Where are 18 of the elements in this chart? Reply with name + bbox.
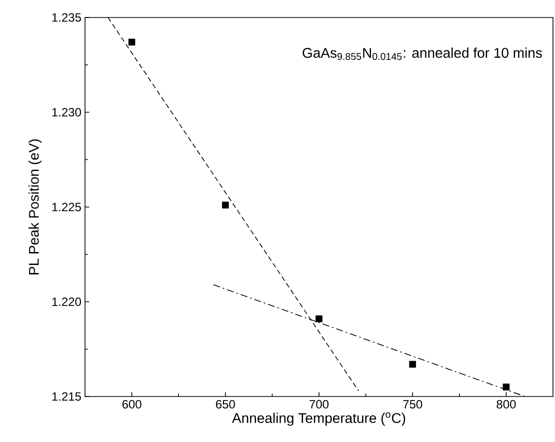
point [409, 360, 416, 368]
x-tick-label: 750 [403, 400, 422, 409]
y-tick-label: 1.230 [52, 108, 82, 116]
point [128, 38, 136, 46]
point [316, 315, 322, 322]
y-tick-label: 1.215 [52, 392, 81, 401]
point [502, 384, 510, 390]
y-tick-label: 1.225 [52, 202, 81, 212]
x-tick-label: 650 [216, 400, 235, 409]
point [222, 202, 229, 208]
x-tick-label: 800 [496, 400, 516, 409]
x-axis-title: Annealing Temperature ($^{o}$C) [232, 412, 406, 426]
x-tick-label: 700 [310, 400, 329, 409]
y-axis-title: PL Peak Position (eV) [28, 139, 42, 274]
annotation: GaAs$_{9.855}$N$_{0.0145}$: annealed for 10 mins [302, 48, 542, 60]
y-tick-label: 1.235 [52, 13, 81, 22]
y-tick-label: 1.220 [52, 297, 82, 306]
x-tick-label: 600 [122, 400, 142, 409]
